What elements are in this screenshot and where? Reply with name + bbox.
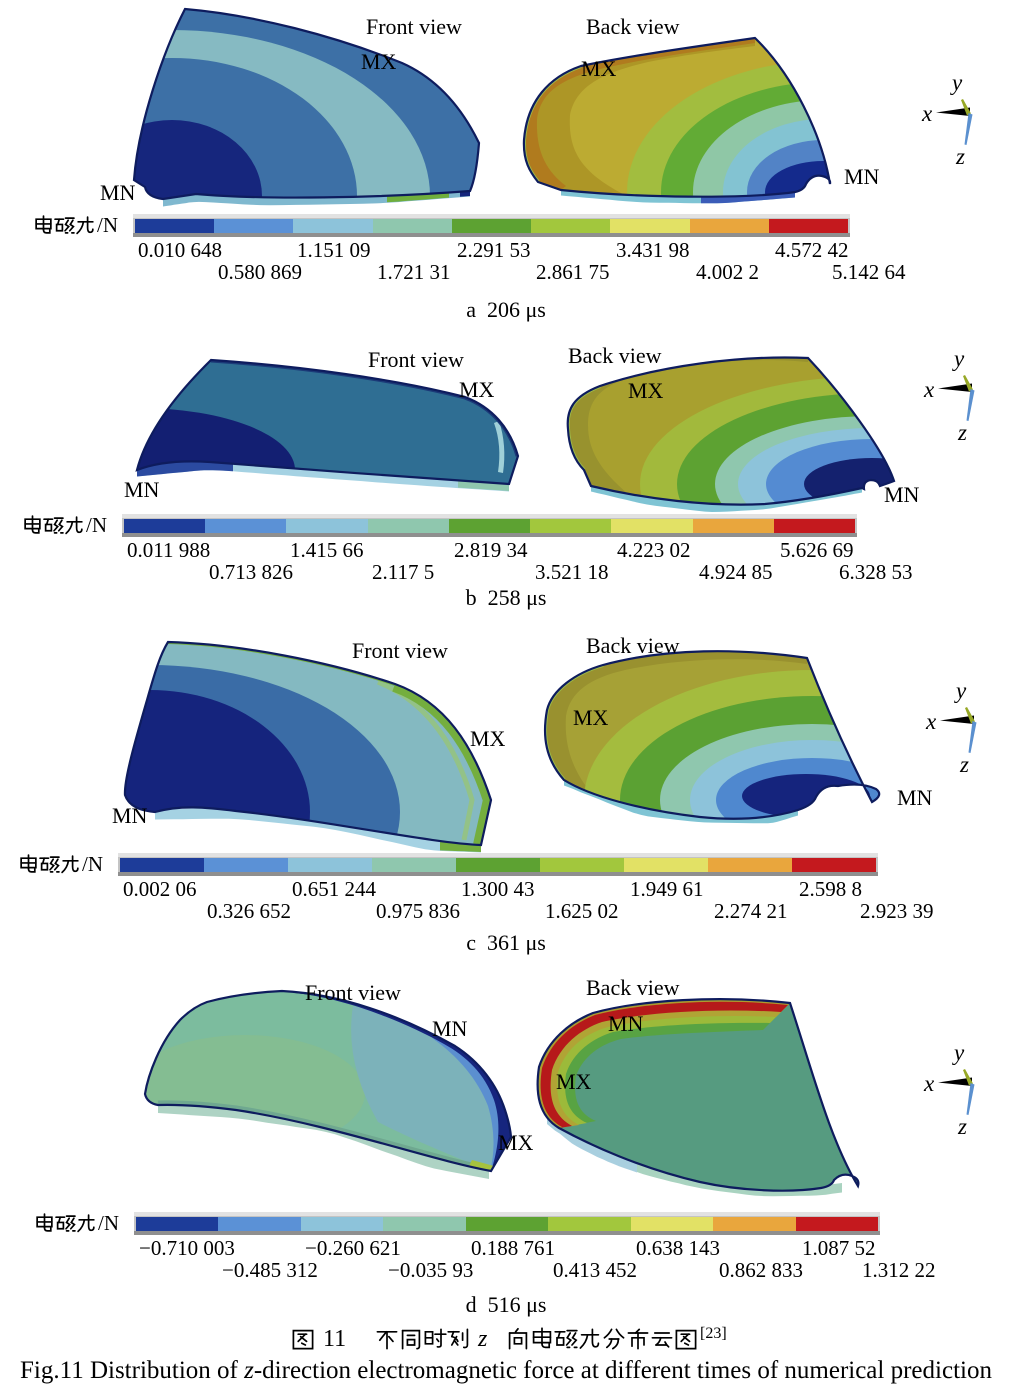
svg-text:x: x <box>925 709 937 734</box>
svg-text:x: x <box>923 1071 935 1096</box>
svg-text:/N: /N <box>98 1211 119 1235</box>
svg-text:y: y <box>954 678 967 703</box>
svg-text:z: z <box>959 752 969 777</box>
svg-text:y: y <box>952 346 965 371</box>
svg-text:z: z <box>955 144 965 169</box>
svg-text:z: z <box>477 1326 488 1352</box>
svg-text:/N: /N <box>82 852 103 876</box>
svg-text:y: y <box>952 1040 965 1065</box>
svg-text:z: z <box>957 1114 967 1139</box>
svg-text:y: y <box>950 70 963 95</box>
svg-text:x: x <box>923 377 935 402</box>
svg-text:11: 11 <box>323 1326 346 1352</box>
svg-text:/N: /N <box>97 213 118 237</box>
svg-text:x: x <box>921 101 933 126</box>
svg-text:[23]: [23] <box>700 1325 727 1342</box>
svg-text:/N: /N <box>86 513 107 537</box>
svg-text:z: z <box>957 420 967 445</box>
